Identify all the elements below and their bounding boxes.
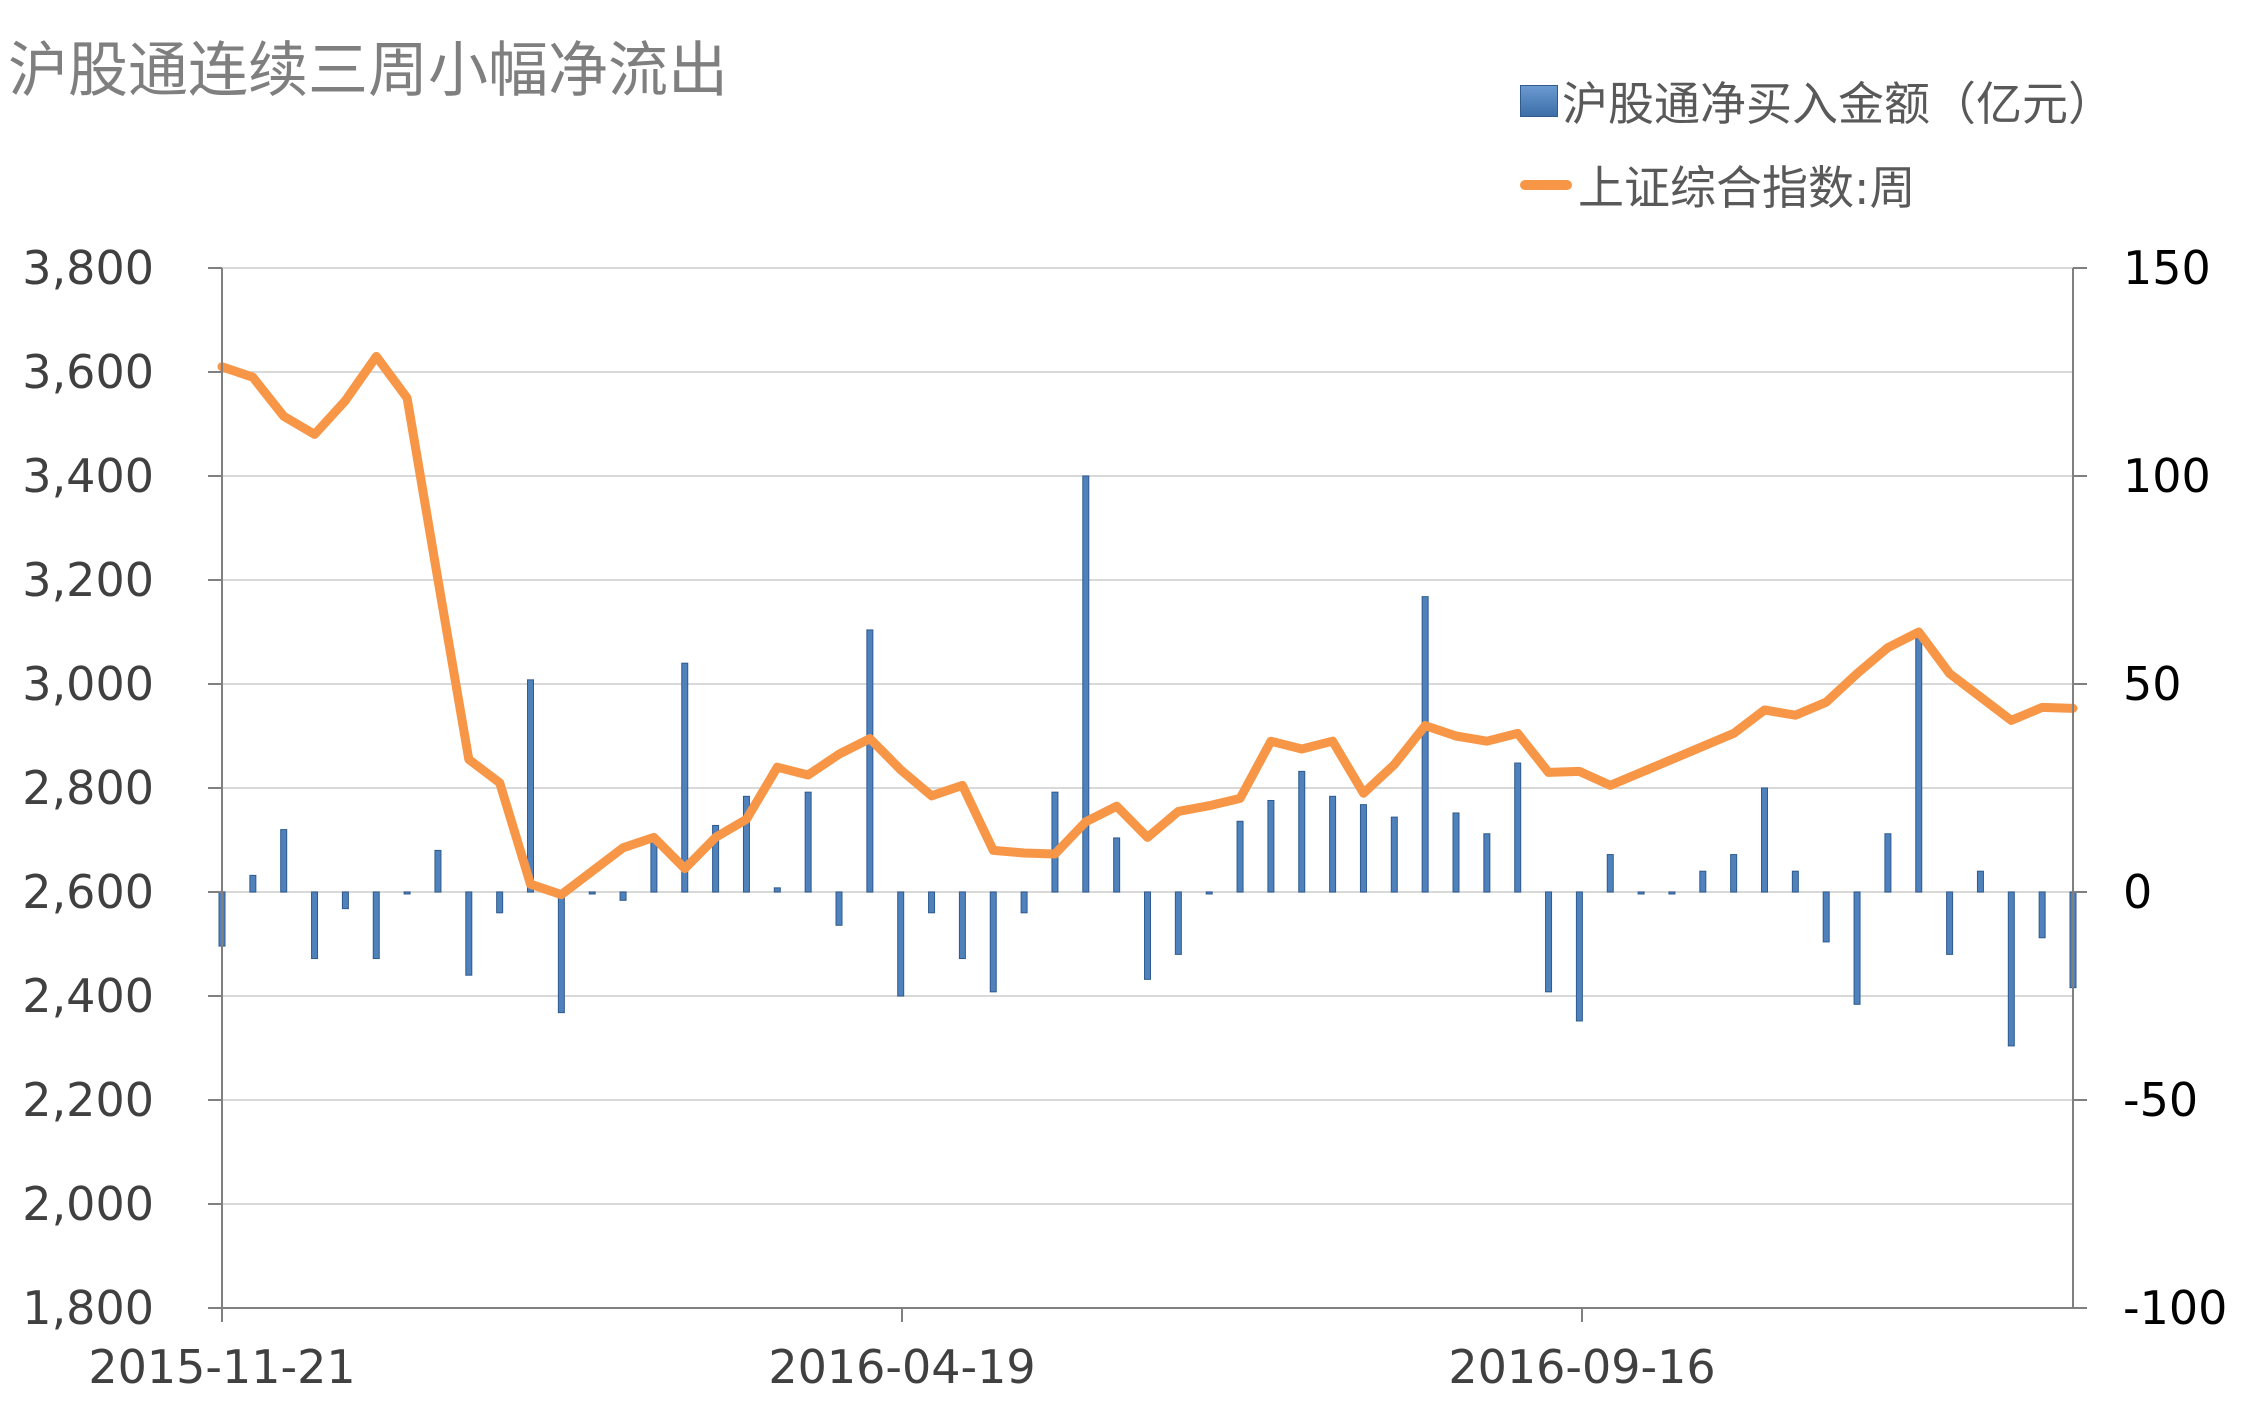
bar [989, 891, 997, 993]
bar [712, 824, 720, 893]
legend-label-net-buy: 沪股通净买入金额（亿元） [1562, 77, 2114, 131]
bar [1822, 891, 1830, 943]
bar [1884, 833, 1892, 893]
bar [311, 891, 319, 960]
left-tick-label: 3,600 [22, 345, 154, 399]
bar [2007, 891, 2015, 1047]
bar [1915, 633, 1923, 893]
bar [249, 874, 257, 893]
bar [1205, 891, 1213, 895]
left-tick-label: 2,200 [22, 1073, 154, 1127]
left-tick-label: 2,400 [22, 969, 154, 1023]
left-tick-label: 3,200 [22, 553, 154, 607]
tick-labels: 3,800 3,600 3,400 3,200 3,000 2,800 2,600 2,400… [22, 241, 2227, 1394]
legend-item-net-buy: 沪股通净买入金额（亿元） [1520, 68, 2114, 134]
bar [1082, 475, 1090, 893]
bar [1514, 762, 1522, 893]
left-tick-label: 2,600 [22, 865, 154, 919]
bar [1853, 891, 1861, 1005]
left-tick-label: 3,400 [22, 449, 154, 503]
bar [928, 891, 936, 914]
bar [1144, 891, 1151, 980]
bar [1976, 870, 1984, 893]
left-tick-label: 1,800 [22, 1281, 154, 1335]
bar [897, 891, 905, 997]
bar [742, 795, 750, 893]
legend-item-index: 上证综合指数:周 [1520, 152, 1916, 218]
line-series [217, 351, 2078, 900]
bar [1730, 854, 1738, 893]
right-tick-label: 50 [2123, 657, 2182, 711]
right-tick-label: 150 [2123, 241, 2211, 295]
bar [1606, 854, 1614, 893]
left-tick-label: 3,800 [22, 241, 154, 295]
bar [588, 891, 596, 895]
bar [341, 891, 349, 910]
bar [1791, 870, 1799, 893]
bar [465, 891, 473, 976]
bar [650, 841, 658, 893]
right-tick-label: -50 [2123, 1073, 2198, 1127]
left-tick-label: 2,000 [22, 1177, 154, 1231]
bar [372, 891, 380, 960]
bar [527, 679, 534, 893]
bar [2038, 891, 2046, 939]
right-tick-label: 100 [2123, 449, 2211, 503]
bar [1267, 799, 1275, 893]
x-tick-label: 2016-09-16 [1448, 1340, 1715, 1394]
bar [619, 891, 627, 901]
bar [1051, 791, 1059, 893]
bar [1298, 770, 1306, 893]
bar [434, 849, 442, 893]
bar [1421, 596, 1429, 893]
bar [496, 891, 504, 914]
axes [208, 267, 2087, 1322]
legend-label-index: 上证综合指数:周 [1578, 161, 1916, 215]
bar [1390, 816, 1398, 893]
right-tick-label: -100 [2123, 1281, 2227, 1335]
left-tick-label: 3,000 [22, 657, 154, 711]
bar [773, 887, 781, 893]
bar [1329, 795, 1337, 893]
legend-line-swatch [1520, 180, 1572, 190]
bar [835, 891, 843, 926]
bar [866, 629, 874, 893]
bar [804, 791, 812, 893]
grid-layer [222, 267, 2073, 1205]
bar [1946, 891, 1954, 955]
bar [1483, 833, 1491, 893]
left-tick-label: 2,800 [22, 761, 154, 815]
bar [958, 891, 966, 960]
bar [1359, 804, 1367, 893]
bar [1637, 891, 1645, 895]
bar [1668, 891, 1676, 895]
bar [1575, 891, 1583, 1022]
bar [1020, 891, 1028, 914]
bar [1174, 891, 1182, 955]
bar [1113, 837, 1121, 893]
legend-bar-swatch [1520, 85, 1558, 117]
x-tick-label: 2015-11-21 [88, 1340, 355, 1394]
chart-title: 沪股通连续三周小幅净流出 [8, 36, 728, 106]
bar [681, 662, 689, 893]
bar [557, 891, 565, 1014]
bar [403, 891, 411, 895]
bar [1545, 891, 1553, 993]
bar [1761, 787, 1768, 893]
bar-series [218, 475, 2077, 1047]
bar [1452, 812, 1460, 893]
bar [1236, 820, 1244, 893]
bar [1699, 870, 1707, 893]
bar [280, 829, 288, 893]
index-line [217, 351, 2078, 900]
x-tick-label: 2016-04-19 [768, 1340, 1035, 1394]
right-tick-label: 0 [2123, 865, 2152, 919]
